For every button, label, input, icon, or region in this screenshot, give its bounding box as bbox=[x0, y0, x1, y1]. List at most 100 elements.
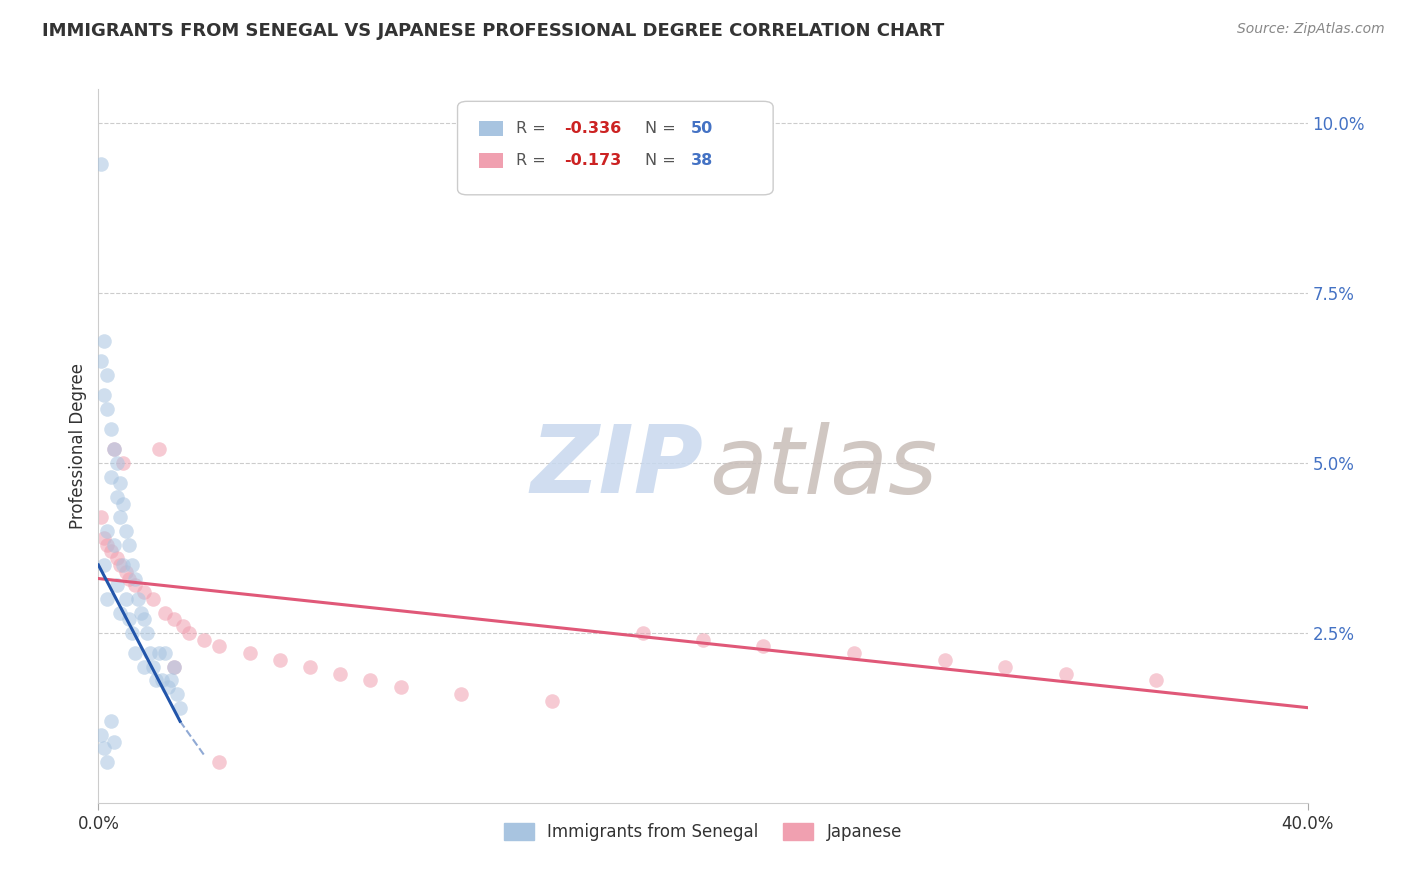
Text: 38: 38 bbox=[690, 153, 713, 168]
Text: ZIP: ZIP bbox=[530, 421, 703, 514]
Text: Source: ZipAtlas.com: Source: ZipAtlas.com bbox=[1237, 22, 1385, 37]
Point bbox=[90, 354, 112, 368]
Point bbox=[934, 653, 956, 667]
Point bbox=[96, 537, 118, 551]
FancyBboxPatch shape bbox=[479, 153, 503, 168]
Point bbox=[124, 572, 146, 586]
Point bbox=[121, 626, 143, 640]
Point bbox=[108, 558, 131, 572]
Point bbox=[135, 626, 157, 640]
Point bbox=[329, 666, 352, 681]
Point bbox=[752, 640, 775, 654]
Point bbox=[450, 687, 472, 701]
Text: atlas: atlas bbox=[709, 422, 938, 513]
Legend: Immigrants from Senegal, Japanese: Immigrants from Senegal, Japanese bbox=[498, 816, 908, 848]
Point bbox=[96, 368, 118, 382]
Point bbox=[153, 606, 176, 620]
Point bbox=[1054, 666, 1077, 681]
Text: R =: R = bbox=[516, 121, 551, 136]
Point bbox=[100, 544, 122, 558]
Point bbox=[166, 687, 188, 701]
Point bbox=[103, 442, 125, 457]
Point bbox=[114, 565, 136, 579]
Point bbox=[93, 334, 115, 348]
Point bbox=[132, 585, 155, 599]
Point bbox=[360, 673, 382, 688]
Point bbox=[145, 673, 167, 688]
Point bbox=[179, 626, 201, 640]
Point bbox=[96, 755, 118, 769]
Text: R =: R = bbox=[516, 153, 551, 168]
Point bbox=[148, 646, 170, 660]
Point bbox=[108, 606, 131, 620]
Text: -0.336: -0.336 bbox=[564, 121, 621, 136]
Point bbox=[132, 660, 155, 674]
Point bbox=[163, 612, 186, 626]
Point bbox=[96, 401, 118, 416]
Point bbox=[148, 442, 170, 457]
Point bbox=[163, 660, 186, 674]
Text: N =: N = bbox=[645, 121, 681, 136]
Point bbox=[142, 591, 165, 606]
Point bbox=[100, 422, 122, 436]
Point bbox=[90, 728, 112, 742]
Point bbox=[994, 660, 1017, 674]
Point bbox=[844, 646, 866, 660]
Point bbox=[114, 524, 136, 538]
Point bbox=[132, 612, 155, 626]
Point bbox=[124, 578, 146, 592]
Point bbox=[169, 700, 191, 714]
Point bbox=[124, 646, 146, 660]
Point bbox=[127, 591, 149, 606]
Point bbox=[93, 388, 115, 402]
Point bbox=[111, 558, 134, 572]
Point bbox=[96, 591, 118, 606]
Point bbox=[90, 157, 112, 171]
Point bbox=[118, 537, 141, 551]
Point bbox=[142, 660, 165, 674]
Point bbox=[239, 646, 262, 660]
Point bbox=[156, 680, 179, 694]
Point bbox=[389, 680, 412, 694]
Text: 50: 50 bbox=[690, 121, 713, 136]
Point bbox=[269, 653, 291, 667]
Point bbox=[150, 673, 173, 688]
Point bbox=[93, 558, 115, 572]
FancyBboxPatch shape bbox=[479, 121, 503, 136]
Point bbox=[103, 442, 125, 457]
Point bbox=[93, 531, 115, 545]
Point bbox=[121, 558, 143, 572]
Point bbox=[100, 714, 122, 729]
Point bbox=[118, 612, 141, 626]
Point bbox=[93, 741, 115, 756]
Point bbox=[692, 632, 714, 647]
Point bbox=[153, 646, 176, 660]
Point bbox=[208, 640, 231, 654]
Y-axis label: Professional Degree: Professional Degree bbox=[69, 363, 87, 529]
Point bbox=[172, 619, 194, 633]
Text: N =: N = bbox=[645, 153, 681, 168]
Point bbox=[118, 572, 141, 586]
Point bbox=[90, 510, 112, 524]
Point bbox=[111, 456, 134, 470]
Point bbox=[540, 694, 562, 708]
Point bbox=[103, 537, 125, 551]
Point bbox=[105, 456, 128, 470]
Point bbox=[114, 591, 136, 606]
Point bbox=[105, 578, 128, 592]
Point bbox=[299, 660, 322, 674]
Point bbox=[111, 497, 134, 511]
Point bbox=[160, 673, 183, 688]
Point bbox=[193, 632, 215, 647]
Point bbox=[208, 755, 231, 769]
Point bbox=[139, 646, 162, 660]
Point bbox=[103, 734, 125, 748]
Point bbox=[105, 490, 128, 504]
Point bbox=[631, 626, 654, 640]
Point bbox=[96, 524, 118, 538]
Point bbox=[100, 469, 122, 483]
FancyBboxPatch shape bbox=[457, 102, 773, 194]
Text: IMMIGRANTS FROM SENEGAL VS JAPANESE PROFESSIONAL DEGREE CORRELATION CHART: IMMIGRANTS FROM SENEGAL VS JAPANESE PROF… bbox=[42, 22, 945, 40]
Point bbox=[108, 510, 131, 524]
Point bbox=[1144, 673, 1167, 688]
